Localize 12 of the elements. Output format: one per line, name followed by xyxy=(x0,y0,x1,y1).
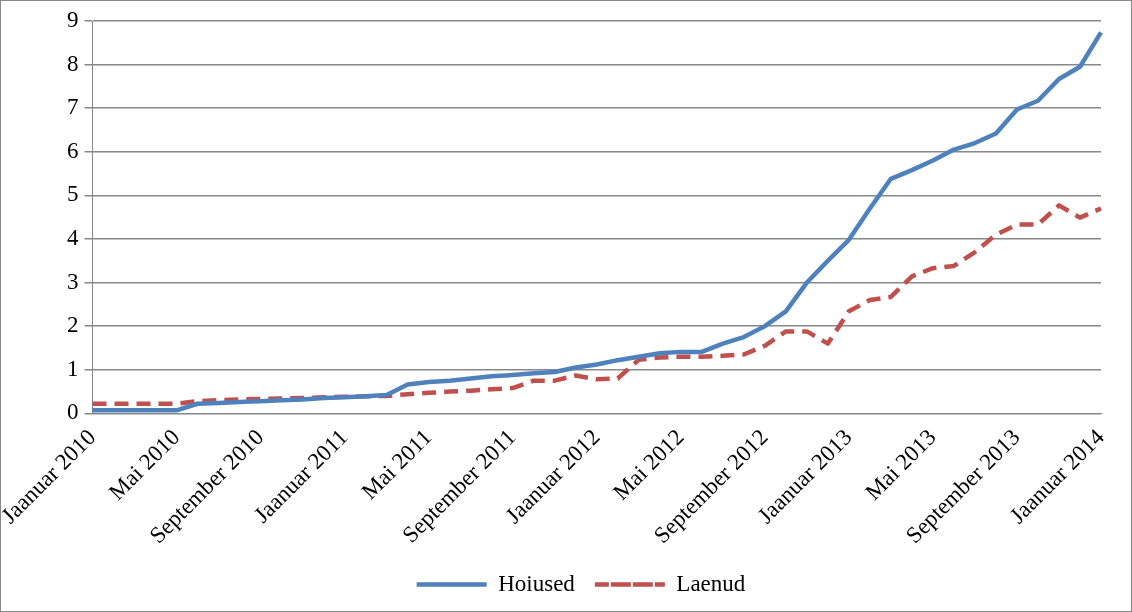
y-tick-label: 2 xyxy=(67,312,79,338)
y-tick-label: 9 xyxy=(67,7,79,33)
y-tick-label: 6 xyxy=(67,137,79,163)
legend-label: Laenud xyxy=(676,570,746,596)
y-tick-label: 5 xyxy=(67,181,79,207)
y-tick-label: 3 xyxy=(67,268,79,294)
y-tick-label: 8 xyxy=(67,50,79,76)
y-tick-label: 7 xyxy=(67,94,79,120)
y-tick-label: 4 xyxy=(67,225,79,251)
y-tick-label: 0 xyxy=(67,399,79,425)
legend-label: Hoiused xyxy=(498,570,576,596)
y-tick-label: 1 xyxy=(67,355,79,381)
